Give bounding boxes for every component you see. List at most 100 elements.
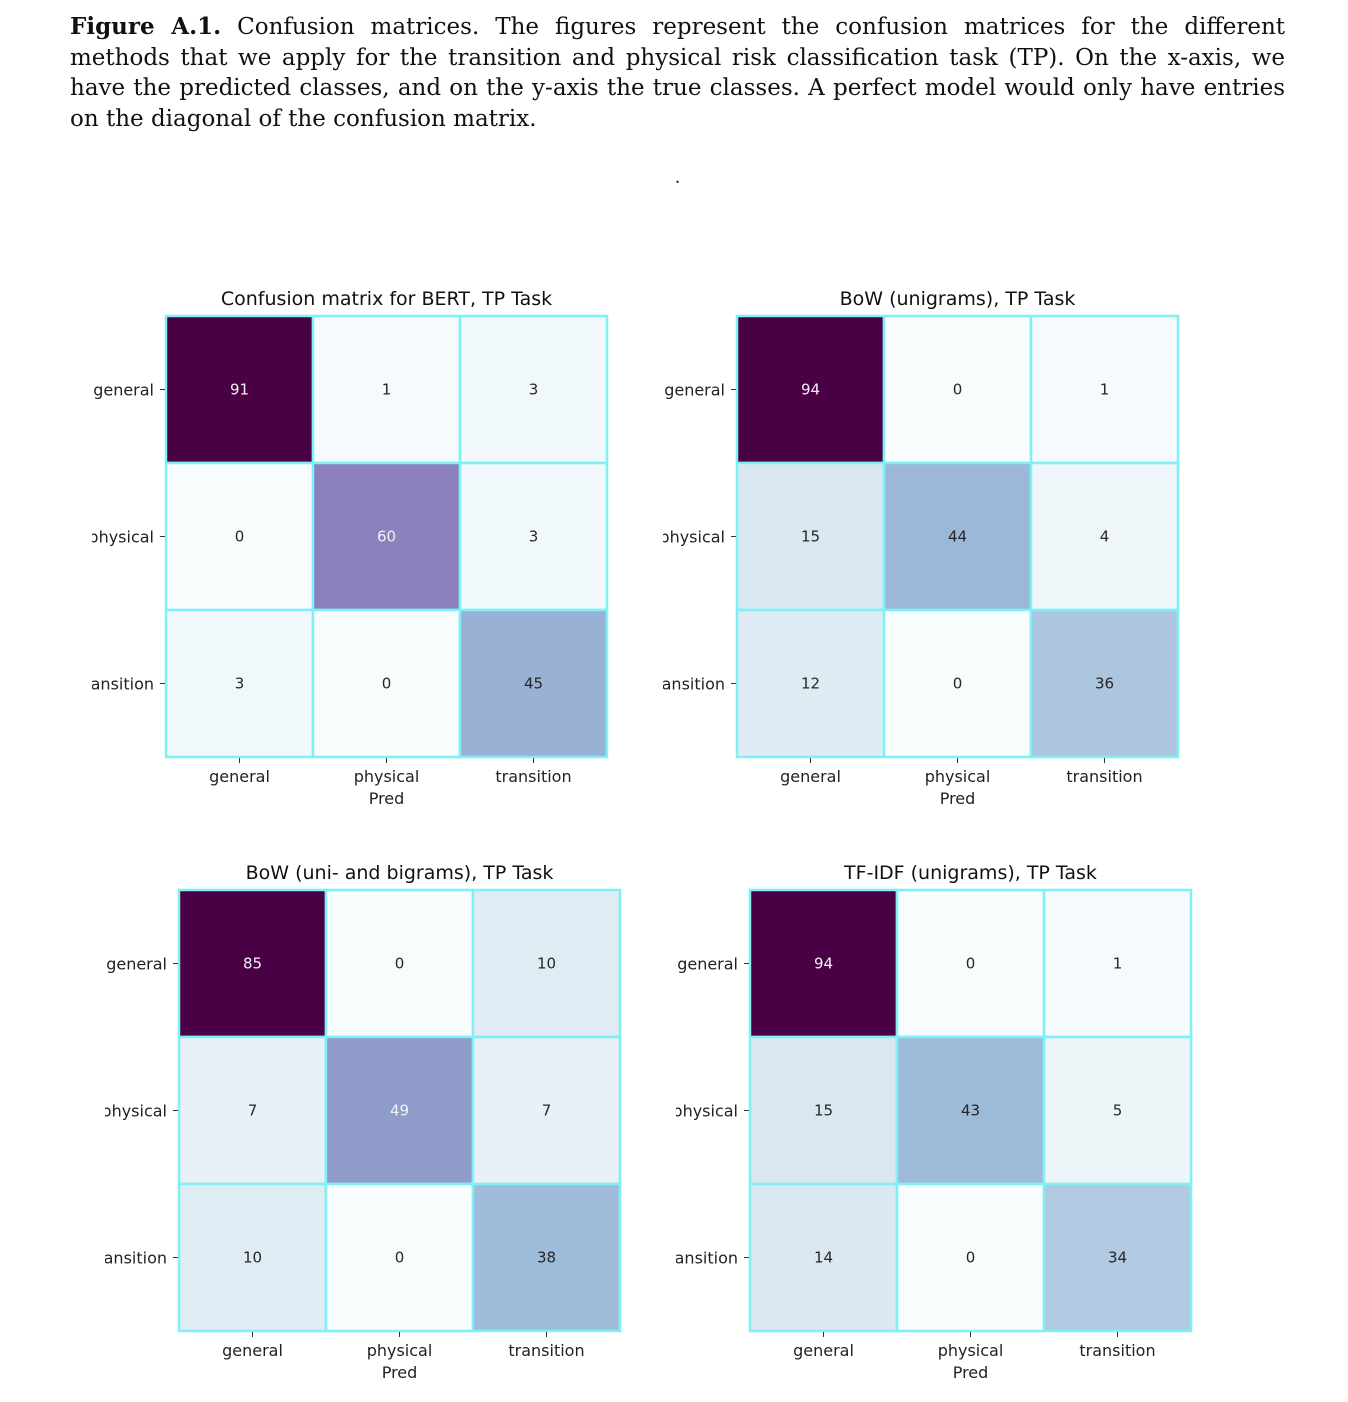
x-tick-label: physical	[925, 767, 991, 786]
cell-value-label: 12	[801, 675, 820, 693]
heatmap-cell	[882, 461, 1033, 612]
heatmap-cell	[458, 314, 609, 465]
heatmap-cell	[735, 608, 886, 759]
heatmap-cell	[1042, 1182, 1193, 1333]
heatmap-cell	[1029, 314, 1180, 465]
confusion-matrix-1: Confusion matrix for BERT, TP Task 91 1 3 0 6…	[78, 288, 609, 808]
y-tick-label: physical	[672, 1102, 738, 1121]
chart-title: BoW (uni- and bigrams), TP Task	[246, 862, 554, 884]
heatmap-cell	[324, 1182, 475, 1333]
heatmap-cell	[748, 888, 899, 1039]
confusion-matrix-3: BoW (uni- and bigrams), TP Task 85 0 10 7 49 7…	[91, 862, 622, 1382]
y-tick-label: transition	[649, 675, 725, 694]
y-tick-label: physical	[88, 528, 154, 547]
heatmap-cell	[458, 608, 609, 759]
x-tick-label: general	[222, 1341, 283, 1360]
y-tick-label: transition	[91, 1249, 167, 1268]
cell-value-label: 15	[814, 1102, 833, 1120]
heatmap-cell	[1042, 1035, 1193, 1186]
x-tick-label: general	[793, 1341, 854, 1360]
y-tick-label: physical	[101, 1102, 167, 1121]
figure-label: Figure A.1.	[70, 13, 222, 40]
cell-value-label: 0	[235, 528, 245, 546]
heatmap-cell	[735, 314, 886, 465]
heatmap-cell	[177, 1182, 328, 1333]
heatmap-cell	[458, 461, 609, 612]
y-tick-label: general	[677, 955, 738, 974]
cell-value-label: 1	[1100, 381, 1110, 399]
heatmap-cell	[1029, 608, 1180, 759]
separator-dot: .	[675, 166, 680, 188]
heatmap-cell	[471, 1035, 622, 1186]
cell-value-label: 15	[801, 528, 820, 546]
cell-value-label: 36	[1095, 675, 1114, 693]
cell-value-label: 49	[390, 1102, 409, 1120]
x-axis-label: Pred	[369, 789, 405, 808]
heatmap-cell	[324, 1035, 475, 1186]
heatmap-cell	[1029, 461, 1180, 612]
x-tick-label: transition	[1079, 1341, 1155, 1360]
cell-value-label: 1	[382, 381, 392, 399]
cell-value-label: 5	[1113, 1102, 1123, 1120]
x-tick-label: physical	[354, 767, 420, 786]
heatmap-cell	[311, 461, 462, 612]
cell-value-label: 14	[814, 1249, 833, 1267]
x-tick-label: transition	[1066, 767, 1142, 786]
x-tick-label: general	[209, 767, 270, 786]
x-tick-label: general	[780, 767, 841, 786]
cell-value-label: 3	[529, 381, 539, 399]
cell-value-label: 3	[235, 675, 245, 693]
cell-value-label: 34	[1108, 1249, 1127, 1267]
chart-title: Confusion matrix for BERT, TP Task	[221, 288, 552, 310]
heatmap-cell	[882, 608, 1033, 759]
heatmap-cell	[164, 314, 315, 465]
heatmap-cell	[748, 1035, 899, 1186]
y-tick-label: physical	[659, 528, 725, 547]
x-axis-label: Pred	[953, 1363, 989, 1382]
x-tick-label: physical	[367, 1341, 433, 1360]
figure-caption: Figure A.1. Confusion matrices. The figu…	[70, 12, 1285, 134]
heatmap-cell	[895, 1035, 1046, 1186]
cell-value-label: 1	[1113, 955, 1123, 973]
chart-title: TF-IDF (unigrams), TP Task	[843, 862, 1097, 884]
confusion-matrix-4: TF-IDF (unigrams), TP Task 94 0 1 15 43 5 14 0 34…	[672, 862, 1193, 1382]
heatmap-cell	[164, 461, 315, 612]
cell-value-label: 45	[524, 675, 543, 693]
cell-value-label: 60	[377, 528, 396, 546]
y-tick-label: general	[106, 955, 167, 974]
cell-value-label: 7	[248, 1102, 258, 1120]
cell-value-label: 0	[395, 1249, 405, 1267]
cell-value-label: 38	[537, 1249, 556, 1267]
cell-value-label: 10	[243, 1249, 262, 1267]
x-tick-label: physical	[938, 1341, 1004, 1360]
y-tick-label: transition	[78, 675, 154, 694]
cell-value-label: 44	[948, 528, 967, 546]
y-tick-label: general	[93, 381, 154, 400]
cell-value-label: 0	[382, 675, 392, 693]
cell-value-label: 0	[395, 955, 405, 973]
cell-value-label: 0	[966, 1249, 976, 1267]
chart-title: BoW (unigrams), TP Task	[840, 288, 1076, 310]
cell-value-label: 4	[1100, 528, 1110, 546]
x-axis-label: Pred	[382, 1363, 418, 1382]
cell-value-label: 0	[953, 675, 963, 693]
y-tick-label: general	[664, 381, 725, 400]
cell-value-label: 10	[537, 955, 556, 973]
x-axis-label: Pred	[940, 789, 976, 808]
cell-value-label: 85	[243, 955, 262, 973]
figure-caption-text: Confusion matrices. The figures represen…	[70, 14, 1286, 132]
heatmap-cell	[471, 888, 622, 1039]
cell-value-label: 94	[801, 381, 820, 399]
cell-value-label: 0	[966, 955, 976, 973]
x-tick-label: transition	[508, 1341, 584, 1360]
heatmap-cell	[748, 1182, 899, 1333]
heatmap-cell	[311, 608, 462, 759]
cell-value-label: 7	[542, 1102, 552, 1120]
x-tick-label: transition	[495, 767, 571, 786]
cell-value-label: 0	[953, 381, 963, 399]
cell-value-label: 3	[529, 528, 539, 546]
heatmap-cell	[324, 888, 475, 1039]
cell-value-label: 91	[230, 381, 249, 399]
